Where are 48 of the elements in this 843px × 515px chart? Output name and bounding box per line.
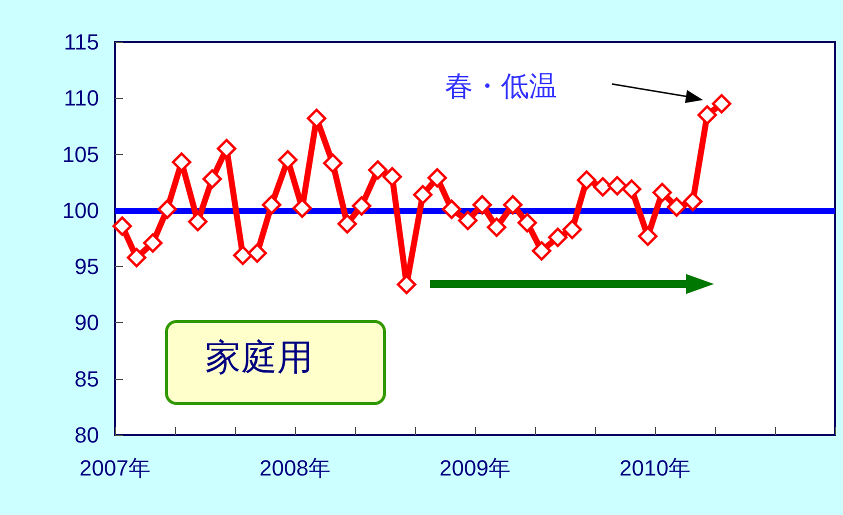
point [126, 248, 146, 268]
point [337, 214, 357, 234]
point [352, 196, 372, 216]
point [247, 243, 267, 263]
point [712, 94, 732, 114]
point [458, 210, 478, 230]
y-tick-label: 85 [74, 366, 99, 392]
point [427, 168, 447, 188]
y-tick-label: 90 [74, 310, 99, 336]
point [413, 184, 433, 204]
point [683, 192, 703, 212]
point [442, 200, 462, 220]
point [607, 176, 627, 196]
y-tick-label: 100 [62, 198, 99, 223]
x-tick-label: 2009年 [440, 456, 510, 480]
point [697, 105, 717, 125]
point [143, 233, 163, 253]
point [368, 160, 388, 180]
point [503, 195, 523, 215]
point [576, 170, 596, 190]
point [382, 166, 402, 186]
point [638, 226, 658, 246]
point [472, 195, 492, 215]
point [666, 197, 686, 217]
x-tick-label: 2008年 [260, 456, 330, 480]
point [233, 246, 253, 266]
point [202, 169, 222, 189]
point [622, 179, 642, 199]
y-tick-label: 80 [74, 422, 99, 448]
point [548, 228, 568, 248]
y-tick-label: 95 [74, 254, 99, 280]
point [262, 195, 282, 215]
y-tick-label: 105 [62, 142, 99, 167]
annotation: 家庭用 [205, 338, 313, 378]
point [157, 200, 177, 220]
y-tick-label: 115 [64, 30, 99, 54]
x-tick-label: 2007年 [80, 456, 150, 480]
point [532, 241, 552, 261]
x-tick-label: 2010年 [620, 456, 690, 480]
annotation: 春・低温 [445, 70, 557, 102]
point [278, 150, 298, 170]
y-tick-label: 110 [64, 86, 99, 111]
point [486, 218, 506, 238]
point [517, 213, 537, 233]
point [323, 154, 343, 174]
point [562, 220, 582, 240]
point [112, 216, 132, 236]
point [652, 182, 672, 202]
